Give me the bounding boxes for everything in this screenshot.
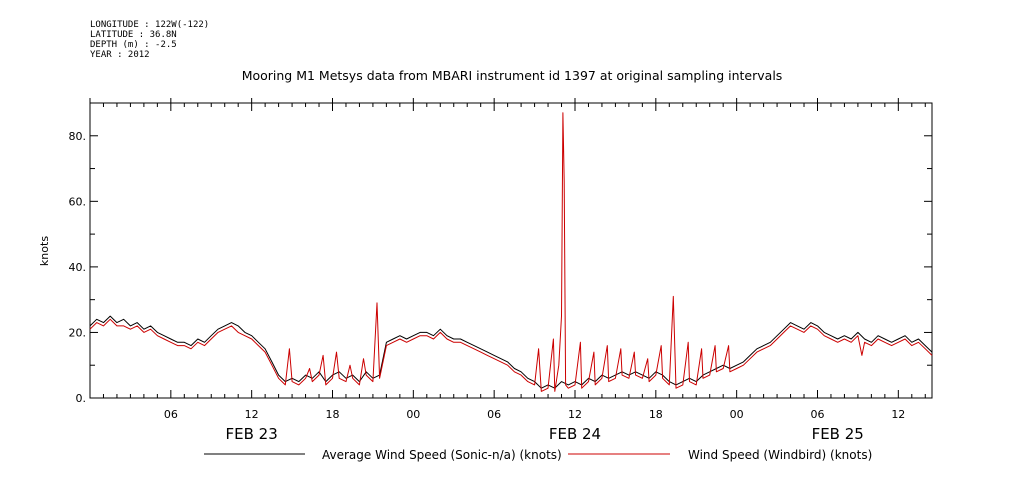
date-label: FEB 24 — [549, 425, 601, 443]
legend-label-windbird: Wind Speed (Windbird) (knots) — [688, 448, 872, 462]
x-tick-label: 18 — [325, 408, 339, 421]
series-group — [89, 112, 933, 392]
legend-label-average: Average Wind Speed (Sonic-n/a) (knots) — [322, 448, 562, 462]
y-tick-label: 40. — [69, 261, 87, 274]
y-tick-label: 0. — [76, 392, 87, 405]
legend: Average Wind Speed (Sonic-n/a) (knots) W… — [204, 448, 872, 462]
year-label: YEAR : 2012 — [90, 50, 150, 60]
chart-title: Mooring M1 Metsys data from MBARI instru… — [242, 68, 783, 83]
y-axis: 0. 20. 40. 60. 80. — [69, 102, 932, 405]
y-axis-label: knots — [38, 236, 51, 266]
x-tick-label: 00 — [730, 408, 744, 421]
y-tick-label: 80. — [69, 130, 87, 143]
series-line-windbird-wind-speed — [89, 112, 933, 392]
x-tick-label: 12 — [891, 408, 905, 421]
x-tick-label: 18 — [649, 408, 663, 421]
longitude-label: LONGITUDE : 122W(-122) — [90, 20, 210, 30]
plot-frame — [89, 102, 933, 399]
x-tick-label: 06 — [487, 408, 501, 421]
x-tick-label: 00 — [406, 408, 420, 421]
latitude-label: LATITUDE : 36.8N — [90, 30, 177, 40]
x-tick-label: 12 — [245, 408, 259, 421]
x-tick-label: 12 — [568, 408, 582, 421]
y-tick-label: 20. — [69, 326, 87, 339]
metadata-block: LONGITUDE : 122W(-122) LATITUDE : 36.8N … — [90, 20, 209, 60]
series-line-average-wind-speed — [89, 315, 933, 389]
date-label: FEB 23 — [226, 425, 278, 443]
x-axis: 06 12 18 00 06 12 18 00 06 12 FEB 23 FEB 24 FEB 25 — [89, 98, 926, 443]
depth-label: DEPTH (m) : -2.5 — [90, 40, 177, 50]
x-tick-label: 06 — [810, 408, 824, 421]
date-label: FEB 25 — [812, 425, 864, 443]
x-tick-label: 06 — [164, 408, 178, 421]
y-tick-label: 60. — [69, 195, 87, 208]
